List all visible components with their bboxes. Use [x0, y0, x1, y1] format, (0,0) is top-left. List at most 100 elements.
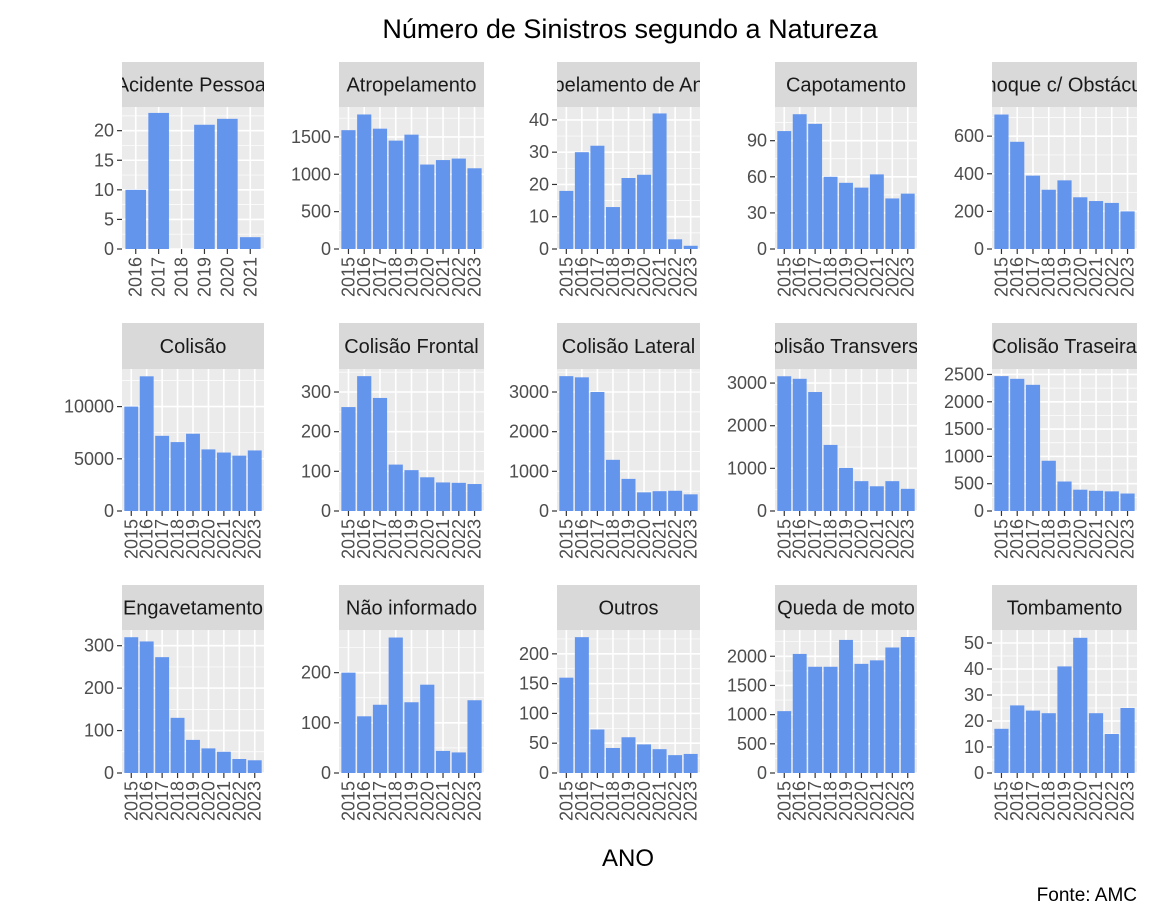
x-tick-label: 2019 — [1055, 781, 1075, 821]
x-tick-label: 2017 — [370, 519, 390, 559]
x-tick-label: 2015 — [991, 257, 1011, 297]
facet-strip-label: Queda de moto — [777, 598, 915, 620]
bar — [232, 758, 247, 773]
bar — [451, 482, 466, 511]
y-tick-label: 0 — [321, 763, 331, 783]
x-tick-label: 2017 — [587, 519, 607, 559]
bar — [777, 376, 792, 511]
x-tick-label: 2017 — [587, 257, 607, 297]
y-tick-label: 30 — [964, 685, 984, 705]
facet-panel: Colisão Lateral 0 1000 2000 3000 201520162017… — [509, 323, 701, 559]
bar — [637, 744, 652, 773]
bar — [388, 637, 403, 773]
x-tick-label: 2023 — [245, 781, 265, 821]
y-tick-label: 60 — [747, 167, 767, 187]
bar — [357, 716, 372, 773]
facet-panel: Colisão Traseira 0 500 1000 1500 2000 2500 2015… — [944, 323, 1138, 559]
y-tick-label: 3000 — [509, 382, 549, 402]
bar — [590, 392, 605, 511]
facet-panel: Queda de moto050010001500200020152016201… — [727, 585, 918, 821]
x-tick-label: 2021 — [214, 519, 234, 559]
bar — [574, 152, 589, 249]
x-tick-label: 2019 — [836, 781, 856, 821]
x-tick-label: 2017 — [149, 257, 169, 297]
y-tick-label: 0 — [104, 763, 114, 783]
bar — [1041, 713, 1056, 773]
x-tick-label: 2022 — [882, 781, 902, 821]
x-tick-label: 2019 — [619, 781, 639, 821]
x-axis-title: ANO — [602, 845, 654, 872]
bar — [239, 237, 261, 249]
x-tick-label: 2023 — [681, 781, 701, 821]
y-tick-label: 1500 — [291, 127, 331, 147]
x-tick-label: 2015 — [991, 519, 1011, 559]
bar — [621, 737, 636, 773]
facet-strip — [122, 62, 264, 107]
x-tick-label: 2015 — [774, 781, 794, 821]
y-tick-label: 3000 — [727, 373, 767, 393]
bar — [170, 717, 185, 773]
x-tick-label: 2020 — [634, 519, 654, 559]
facet-strip-label: Colisão Transversal — [758, 336, 934, 358]
bar — [869, 174, 884, 249]
x-tick-label: 2020 — [198, 519, 218, 559]
x-tick-label: 2017 — [370, 257, 390, 297]
x-tick-label: 2017 — [370, 781, 390, 821]
bar — [900, 193, 915, 249]
y-tick-label: 1000 — [727, 705, 767, 725]
bar — [1041, 460, 1056, 511]
bar — [404, 470, 419, 511]
x-tick-label: 2018 — [172, 257, 192, 297]
x-tick-label: 2020 — [217, 257, 237, 297]
x-tick-label: 2023 — [465, 781, 485, 821]
x-tick-label: 2016 — [137, 781, 157, 821]
facet-strip — [339, 323, 484, 369]
bar — [854, 481, 869, 511]
bar — [357, 114, 372, 249]
bar — [885, 198, 900, 249]
bar — [467, 168, 482, 249]
y-tick-label: 1000 — [727, 458, 767, 478]
x-tick-label: 2017 — [805, 781, 825, 821]
y-tick-label: 5 — [104, 209, 114, 229]
y-tick-label: 10 — [94, 180, 114, 200]
x-tick-label: 2022 — [1102, 781, 1122, 821]
bar — [839, 467, 853, 511]
bar — [124, 637, 139, 773]
x-tick-label: 2021 — [433, 781, 453, 821]
facet-panel: Choque c/ Obstáculo020040060020152016201… — [954, 62, 1138, 297]
bar — [451, 158, 466, 249]
y-tick-label: 0 — [974, 239, 984, 259]
bar — [869, 486, 884, 511]
x-tick-label: 2019 — [402, 257, 422, 297]
x-tick-label: 2019 — [1055, 519, 1075, 559]
y-tick-label: 500 — [954, 474, 984, 494]
bar — [1073, 637, 1088, 773]
x-tick-label: 2021 — [1086, 257, 1106, 297]
bar — [823, 666, 838, 773]
y-tick-label: 0 — [757, 501, 767, 521]
x-tick-label: 2023 — [681, 257, 701, 297]
x-tick-label: 2023 — [1118, 781, 1138, 821]
bar — [1073, 197, 1088, 249]
y-tick-label: 10 — [964, 737, 984, 757]
x-tick-label: 2022 — [449, 781, 469, 821]
y-tick-label: 0 — [539, 239, 549, 259]
x-tick-label: 2017 — [1023, 519, 1043, 559]
facet-panel: Colisão Transversal 0 1000 2000 3000 20152016… — [727, 323, 934, 559]
y-tick-label: 0 — [974, 763, 984, 783]
x-tick-label: 2021 — [650, 519, 670, 559]
bar — [652, 749, 667, 773]
x-tick-label: 2023 — [1118, 519, 1138, 559]
x-tick-label: 2020 — [1070, 257, 1090, 297]
y-tick-label: 2000 — [727, 416, 767, 436]
bar — [201, 748, 216, 773]
x-tick-label: 2020 — [1070, 519, 1090, 559]
x-tick-label: 2023 — [1118, 257, 1138, 297]
facet-panel: Atropelamento de Animal 0 10 20 30 40 20152016… — [529, 62, 701, 297]
bar — [186, 433, 200, 511]
facet-panel: Colisão Frontal0100200300201520162017201… — [301, 323, 485, 559]
bar — [124, 406, 139, 511]
bar — [451, 752, 466, 773]
x-tick-label: 2015 — [121, 781, 141, 821]
